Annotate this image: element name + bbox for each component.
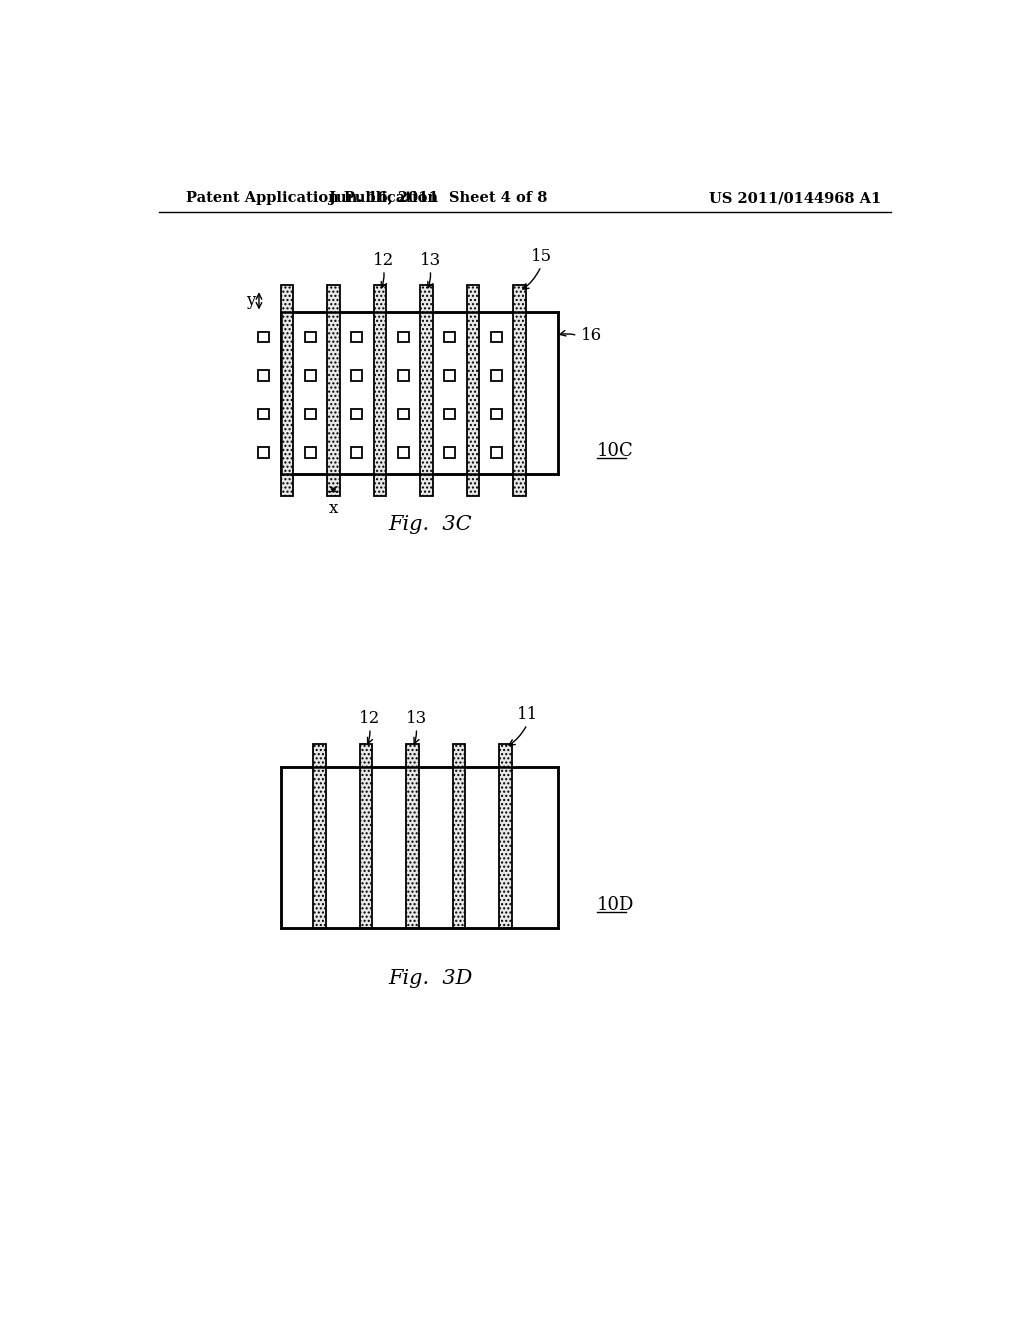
Text: 12: 12 [373, 252, 394, 268]
Bar [313, 743, 326, 928]
Bar [490, 409, 502, 420]
Bar [490, 370, 502, 381]
Text: 10C: 10C [597, 442, 634, 459]
Bar [258, 409, 269, 420]
Text: x: x [329, 500, 338, 517]
Text: 16: 16 [582, 327, 602, 345]
Bar [281, 313, 558, 474]
Bar [351, 409, 362, 420]
Bar [467, 285, 479, 496]
Bar [305, 370, 315, 381]
Bar [500, 743, 512, 928]
Bar [407, 743, 419, 928]
Text: US 2011/0144968 A1: US 2011/0144968 A1 [710, 191, 882, 206]
Bar [258, 447, 269, 458]
Bar [444, 331, 455, 342]
Bar [397, 409, 409, 420]
Text: 15: 15 [530, 248, 552, 264]
Bar [513, 285, 525, 496]
Bar [397, 447, 409, 458]
Bar [490, 331, 502, 342]
Bar [490, 447, 502, 458]
Bar [351, 370, 362, 381]
Bar [374, 285, 386, 496]
Text: Fig.  3C: Fig. 3C [388, 515, 472, 533]
Bar [420, 285, 432, 496]
Text: Patent Application Publication: Patent Application Publication [186, 191, 438, 206]
Bar [444, 409, 455, 420]
Bar [305, 331, 315, 342]
Bar [305, 447, 315, 458]
Bar [359, 743, 372, 928]
Bar [258, 370, 269, 381]
Text: Jun. 16, 2011  Sheet 4 of 8: Jun. 16, 2011 Sheet 4 of 8 [329, 191, 547, 206]
Bar [351, 331, 362, 342]
Text: 13: 13 [406, 710, 427, 726]
Bar [281, 767, 558, 928]
Text: 11: 11 [516, 706, 538, 723]
Bar [281, 285, 293, 496]
Text: 12: 12 [359, 710, 381, 726]
Text: 10D: 10D [597, 896, 634, 915]
Bar [453, 743, 465, 928]
Text: y: y [246, 292, 255, 309]
Text: 13: 13 [420, 252, 441, 268]
Text: Fig.  3D: Fig. 3D [388, 969, 472, 987]
Bar [397, 331, 409, 342]
Bar [397, 370, 409, 381]
Bar [351, 447, 362, 458]
Bar [444, 370, 455, 381]
Bar [258, 331, 269, 342]
Bar [305, 409, 315, 420]
Bar [444, 447, 455, 458]
Bar [328, 285, 340, 496]
